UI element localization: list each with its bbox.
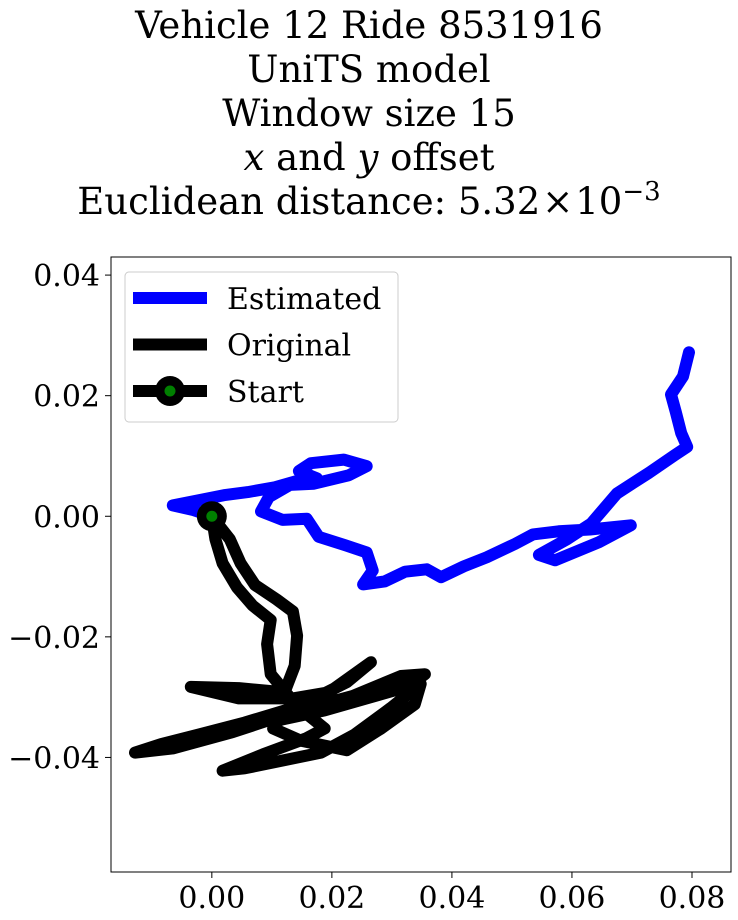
start-layer <box>196 501 227 532</box>
legend-label-start: Start <box>227 375 304 410</box>
series-line-original <box>129 510 431 777</box>
title-line-1: Vehicle 12 Ride 8531916 <box>135 4 603 47</box>
chart-title: Vehicle 12 Ride 8531916 UniTS model Wind… <box>0 4 738 224</box>
x-tick-label: 0.08 <box>659 881 726 916</box>
series-line-estimated <box>166 346 695 591</box>
title-and: and <box>264 136 358 179</box>
title-offset: offset <box>378 136 495 179</box>
title-line-5: Euclidean distance: 5.32×10−3 <box>0 177 738 224</box>
x-axis: 0.00 0.02 0.04 0.06 0.08 <box>178 872 725 916</box>
series-layer <box>129 346 695 777</box>
legend-box <box>124 271 399 423</box>
y-tick-label: 0.02 <box>33 380 100 415</box>
title-base: 10 <box>575 180 623 223</box>
y-tick-label: 0.00 <box>33 500 100 535</box>
x-tick-label: 0.02 <box>298 881 365 916</box>
title-exponent: −3 <box>622 177 661 207</box>
title-times: × <box>542 180 574 223</box>
title-line-2: UniTS model <box>247 48 491 91</box>
x-tick-label: 0.04 <box>419 881 486 916</box>
x-tick-label: 0.06 <box>539 881 606 916</box>
title-var-y: y <box>357 136 379 179</box>
title-line-4: x and y offset <box>0 136 738 180</box>
y-tick-label: 0.04 <box>33 259 100 294</box>
title-line-3: Window size 15 <box>222 92 516 135</box>
legend: Estimated Original Start <box>124 271 399 423</box>
legend-label-original: Original <box>227 329 351 364</box>
axes-frame <box>110 256 732 873</box>
legend-label-estimated: Estimated <box>227 282 381 317</box>
title-var-x: x <box>243 136 265 179</box>
start-marker-center <box>206 510 218 522</box>
legend-start-marker-center <box>164 385 176 397</box>
title-distance-prefix: Euclidean distance: 5.32 <box>77 180 541 223</box>
y-tick-label: −0.02 <box>8 621 100 656</box>
y-tick-label: −0.04 <box>8 741 100 776</box>
y-axis: 0.04 0.02 0.00 −0.02 −0.04 <box>8 259 111 776</box>
x-tick-label: 0.00 <box>178 881 245 916</box>
